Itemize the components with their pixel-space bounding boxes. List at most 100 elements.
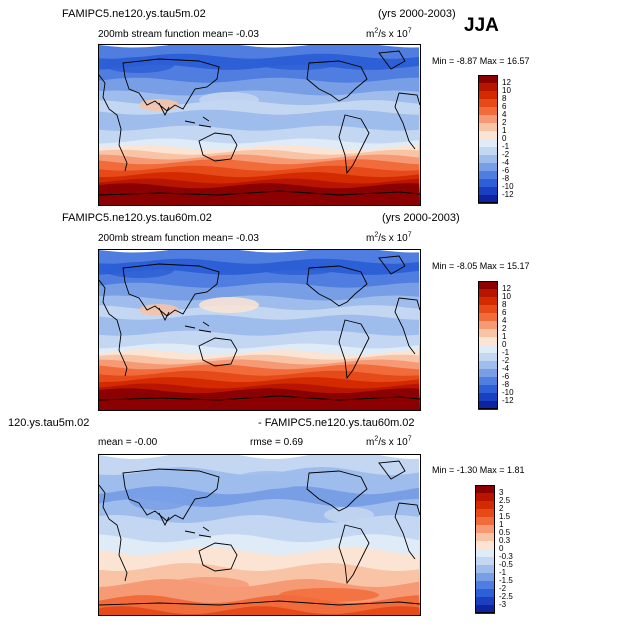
colorbar-swatch xyxy=(475,533,495,542)
colorbar-label: -1.5 xyxy=(499,576,513,585)
colorbar-swatch xyxy=(475,565,495,574)
panel2-case-title: FAMIPC5.ne120.ys.tau60m.02 xyxy=(62,212,212,224)
coastline xyxy=(198,132,238,162)
colorbar-swatch xyxy=(475,573,495,582)
colorbar-swatch xyxy=(478,147,498,156)
colorbar-frame xyxy=(478,75,498,203)
colorbar-label: -6 xyxy=(502,166,510,175)
colorbar-swatch xyxy=(478,329,498,338)
colorbar-label: -1 xyxy=(502,348,510,357)
coastline xyxy=(99,190,420,196)
coastline xyxy=(158,307,170,322)
coastline xyxy=(198,542,238,572)
colorbar-swatch xyxy=(478,195,498,204)
colorbar-swatch xyxy=(475,605,495,614)
colorbar-label: -1 xyxy=(502,142,510,151)
contour-band xyxy=(99,183,420,205)
contour-cell xyxy=(324,507,374,523)
panel1-colorbar: 12 10 8 6 4 2 1 0 -1 -2 -4 -6 -8 -10 -12 xyxy=(478,75,514,204)
colorbar-label: 8 xyxy=(502,94,507,103)
panel3-rmse: rmse = 0.69 xyxy=(250,437,304,448)
colorbar-label: 10 xyxy=(502,86,511,95)
colorbar-swatch xyxy=(478,155,498,164)
colorbar-label: 1 xyxy=(502,126,507,135)
panel2-colorbar: 12 10 8 6 4 2 1 0 -1 -2 -4 -6 -8 -10 -12 xyxy=(478,281,514,410)
coastline xyxy=(184,321,212,333)
panel2-minmax: Min = -8.05 Max = 15.17 xyxy=(432,261,530,271)
panel2-years: (yrs 2000-2003) xyxy=(382,212,460,224)
contour-cell xyxy=(259,261,339,275)
colorbar-swatch xyxy=(475,597,495,606)
coastline xyxy=(184,526,212,538)
colorbar-swatch xyxy=(475,525,495,534)
colorbar-label: 0 xyxy=(499,544,504,553)
colorbar-swatch xyxy=(478,313,498,322)
colorbar-label: 8 xyxy=(502,300,507,309)
colorbar-swatch xyxy=(475,581,495,590)
panel3-minus-title: - FAMIPC5.ne120.ys.tau60m.02 xyxy=(258,417,415,429)
colorbar-label: -4 xyxy=(502,158,510,167)
colorbar-label: 12 xyxy=(502,78,511,87)
coastline xyxy=(184,116,212,128)
coastline xyxy=(378,255,406,275)
coastline xyxy=(198,337,238,367)
colorbar-label: -6 xyxy=(502,372,510,381)
colorbar-label: -3 xyxy=(499,600,507,609)
colorbar-swatch xyxy=(478,131,498,140)
contour-cell xyxy=(139,304,179,316)
colorbar-swatch xyxy=(478,187,498,196)
colorbar-swatch xyxy=(475,541,495,550)
colorbar-swatch xyxy=(478,345,498,354)
colorbar-label: 0.5 xyxy=(499,528,511,537)
coastline xyxy=(99,395,420,401)
colorbar-swatch xyxy=(478,163,498,172)
contour-cell xyxy=(169,577,249,593)
colorbar-label: 1.5 xyxy=(499,512,511,521)
colorbar-swatch xyxy=(478,401,498,410)
contour-cell xyxy=(129,490,189,510)
panel2-variable-mean: 200mb stream function mean= -0.03 xyxy=(98,233,259,244)
colorbar-label: -12 xyxy=(502,396,514,405)
colorbar-swatch xyxy=(478,139,498,148)
colorbar-label: 6 xyxy=(502,308,507,317)
colorbar-label: 2 xyxy=(502,324,507,333)
colorbar-label: -1 xyxy=(499,568,507,577)
colorbar-swatch xyxy=(478,361,498,370)
season-label: JJA xyxy=(464,15,499,36)
coastline xyxy=(338,524,370,585)
coastline xyxy=(378,460,406,480)
colorbar-swatch xyxy=(478,171,498,180)
colorbar-label: -10 xyxy=(502,182,514,191)
colorbar-swatch xyxy=(478,75,498,84)
panel3-colorbar: 3 2.5 2 1.5 1 0.5 0.3 0 -0.3 -0.5 -1 -1.5 -2 -2.5 -3 xyxy=(475,485,513,614)
colorbar-label: 1 xyxy=(502,332,507,341)
coastline xyxy=(306,265,368,307)
contour-cell xyxy=(279,588,379,602)
panel3-map xyxy=(98,454,421,616)
colorbar-label: 0.3 xyxy=(499,536,511,545)
colorbar-label: 0 xyxy=(502,134,507,143)
panel1-minmax: Min = -8.87 Max = 16.57 xyxy=(432,56,530,66)
colorbar-label: 2 xyxy=(499,504,504,513)
colorbar-swatch xyxy=(478,321,498,330)
coastline xyxy=(99,484,128,582)
coastline xyxy=(99,74,128,172)
colorbar-label: 2.5 xyxy=(499,496,511,505)
colorbar-label: -4 xyxy=(502,364,510,373)
colorbar-label: -8 xyxy=(502,380,510,389)
colorbar-frame xyxy=(475,485,495,613)
colorbar-label: 3 xyxy=(499,488,504,497)
colorbar-swatch xyxy=(478,91,498,100)
coastline xyxy=(122,468,220,522)
panel2-units: m2/s x 107 xyxy=(366,231,412,244)
coastline xyxy=(394,297,420,355)
coastline xyxy=(158,102,170,117)
colorbar-swatch xyxy=(478,369,498,378)
coastline xyxy=(394,502,420,560)
contour-cell xyxy=(234,471,304,489)
colorbar-swatch xyxy=(475,557,495,566)
coastline xyxy=(99,279,128,377)
colorbar-swatch xyxy=(478,107,498,116)
colorbar-label: 12 xyxy=(502,284,511,293)
colorbar-swatch xyxy=(475,501,495,510)
